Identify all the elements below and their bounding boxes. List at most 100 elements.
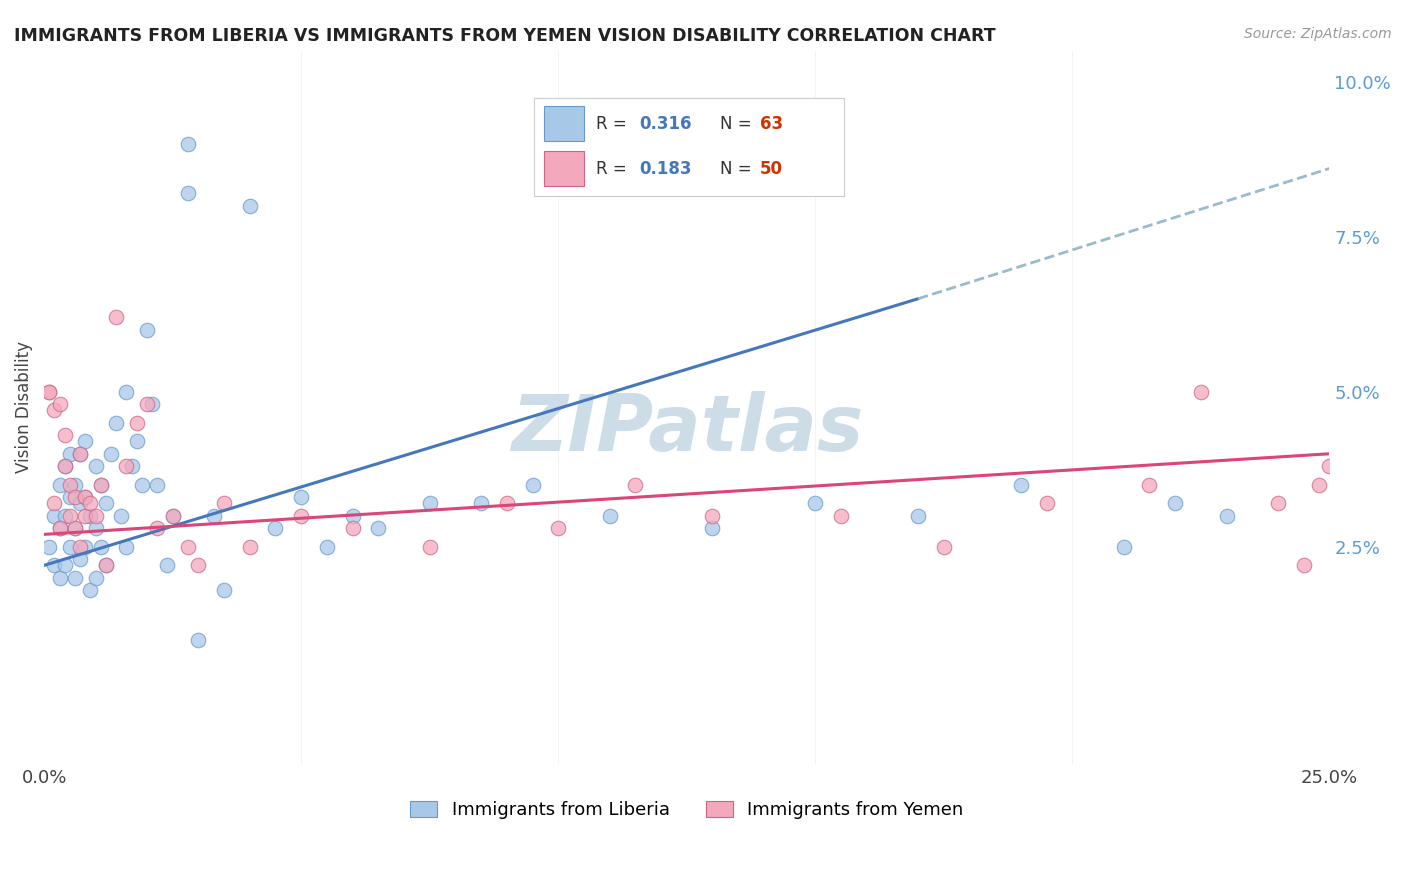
Point bbox=[121, 459, 143, 474]
Point bbox=[94, 496, 117, 510]
Point bbox=[75, 508, 97, 523]
Text: Source: ZipAtlas.com: Source: ZipAtlas.com bbox=[1244, 27, 1392, 41]
Point bbox=[84, 508, 107, 523]
Point bbox=[1344, 540, 1367, 554]
Point bbox=[105, 310, 128, 325]
Point bbox=[1319, 459, 1341, 474]
Point bbox=[212, 583, 235, 598]
Point bbox=[90, 540, 112, 554]
Point bbox=[53, 459, 76, 474]
Point bbox=[48, 521, 70, 535]
Point bbox=[830, 508, 852, 523]
Point bbox=[367, 521, 389, 535]
Point bbox=[75, 434, 97, 449]
Point bbox=[79, 583, 101, 598]
Point bbox=[702, 521, 724, 535]
Point bbox=[38, 540, 60, 554]
Point bbox=[59, 540, 82, 554]
Point bbox=[1164, 496, 1187, 510]
Text: 50: 50 bbox=[761, 160, 783, 178]
Point bbox=[84, 521, 107, 535]
Point bbox=[115, 540, 138, 554]
Point bbox=[59, 508, 82, 523]
Point bbox=[63, 571, 86, 585]
Point bbox=[44, 558, 66, 573]
Point bbox=[38, 384, 60, 399]
Point bbox=[94, 558, 117, 573]
Point bbox=[90, 477, 112, 491]
Point bbox=[48, 477, 70, 491]
Point bbox=[94, 558, 117, 573]
Point bbox=[136, 323, 159, 337]
Text: IMMIGRANTS FROM LIBERIA VS IMMIGRANTS FROM YEMEN VISION DISABILITY CORRELATION C: IMMIGRANTS FROM LIBERIA VS IMMIGRANTS FR… bbox=[14, 27, 995, 45]
Point bbox=[907, 508, 929, 523]
Point bbox=[63, 521, 86, 535]
Text: ZIPatlas: ZIPatlas bbox=[510, 391, 863, 467]
Point bbox=[146, 477, 169, 491]
Point bbox=[146, 521, 169, 535]
Point bbox=[79, 508, 101, 523]
Point bbox=[100, 447, 122, 461]
Point bbox=[162, 508, 184, 523]
Point bbox=[187, 558, 209, 573]
Point bbox=[53, 508, 76, 523]
Point bbox=[239, 199, 262, 213]
Point bbox=[1360, 558, 1382, 573]
Y-axis label: Vision Disability: Vision Disability bbox=[15, 342, 32, 474]
Point bbox=[90, 477, 112, 491]
Point bbox=[75, 540, 97, 554]
Point bbox=[69, 496, 91, 510]
Point bbox=[59, 477, 82, 491]
Point bbox=[125, 434, 148, 449]
Point bbox=[342, 508, 364, 523]
Point bbox=[599, 508, 621, 523]
Point bbox=[141, 397, 163, 411]
Point bbox=[419, 496, 441, 510]
Text: 63: 63 bbox=[761, 115, 783, 133]
Point bbox=[1267, 496, 1289, 510]
Point bbox=[63, 477, 86, 491]
Point bbox=[44, 496, 66, 510]
Point bbox=[1139, 477, 1161, 491]
Point bbox=[84, 459, 107, 474]
Point bbox=[48, 397, 70, 411]
Point bbox=[290, 490, 312, 504]
Point bbox=[53, 558, 76, 573]
Point bbox=[69, 552, 91, 566]
Legend: Immigrants from Liberia, Immigrants from Yemen: Immigrants from Liberia, Immigrants from… bbox=[404, 793, 970, 826]
Point bbox=[547, 521, 569, 535]
Point bbox=[202, 508, 225, 523]
Point bbox=[1215, 508, 1237, 523]
Point bbox=[522, 477, 544, 491]
Point bbox=[1329, 508, 1351, 523]
Point bbox=[105, 416, 128, 430]
Point bbox=[110, 508, 132, 523]
Point bbox=[125, 416, 148, 430]
Point bbox=[495, 496, 517, 510]
Point bbox=[187, 632, 209, 647]
Point bbox=[69, 540, 91, 554]
Point bbox=[63, 521, 86, 535]
Point bbox=[59, 447, 82, 461]
Point bbox=[84, 571, 107, 585]
Point bbox=[63, 490, 86, 504]
Point bbox=[624, 477, 647, 491]
Point bbox=[290, 508, 312, 523]
Point bbox=[702, 508, 724, 523]
Point bbox=[44, 508, 66, 523]
Point bbox=[177, 186, 200, 201]
Point bbox=[69, 447, 91, 461]
Text: R =: R = bbox=[596, 115, 633, 133]
Point bbox=[38, 384, 60, 399]
Point bbox=[342, 521, 364, 535]
Point bbox=[75, 490, 97, 504]
Point bbox=[136, 397, 159, 411]
Point bbox=[932, 540, 955, 554]
Point bbox=[177, 136, 200, 151]
Point bbox=[177, 540, 200, 554]
Point bbox=[69, 447, 91, 461]
Point bbox=[115, 384, 138, 399]
Point bbox=[470, 496, 492, 510]
Text: R =: R = bbox=[596, 160, 633, 178]
Point bbox=[75, 490, 97, 504]
